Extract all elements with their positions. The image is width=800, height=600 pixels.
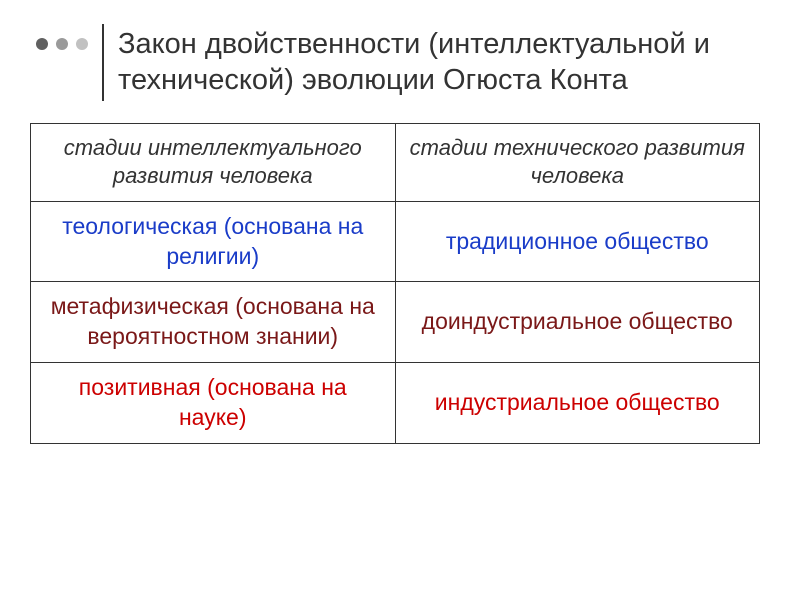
- bullet-icon: [36, 38, 48, 50]
- header-intellectual: стадии интеллектуального развития челове…: [31, 123, 396, 201]
- cell-intellectual: позитивная (основана на науке): [31, 363, 396, 444]
- evolution-table: стадии интеллектуального развития челове…: [30, 123, 760, 445]
- title-divider: [102, 24, 104, 101]
- slide: Закон двойственности (интеллектуальной и…: [0, 0, 800, 600]
- slide-title: Закон двойственности (интеллектуальной и…: [118, 24, 760, 101]
- table-header-row: стадии интеллектуального развития челове…: [31, 123, 760, 201]
- cell-technical: индустриальное общество: [395, 363, 760, 444]
- header-technical: стадии технического развития человека: [395, 123, 760, 201]
- title-bullets: [36, 38, 88, 50]
- bullet-icon: [56, 38, 68, 50]
- table-row: позитивная (основана на науке) индустриа…: [31, 363, 760, 444]
- cell-intellectual: теологическая (основана на религии): [31, 201, 396, 282]
- table-body: теологическая (основана на религии) трад…: [31, 201, 760, 443]
- cell-intellectual: метафизическая (основана на вероятностно…: [31, 282, 396, 363]
- title-row: Закон двойственности (интеллектуальной и…: [30, 24, 760, 101]
- cell-technical: доиндустриальное общество: [395, 282, 760, 363]
- table-row: теологическая (основана на религии) трад…: [31, 201, 760, 282]
- bullet-icon: [76, 38, 88, 50]
- table-row: метафизическая (основана на вероятностно…: [31, 282, 760, 363]
- cell-technical: традиционное общество: [395, 201, 760, 282]
